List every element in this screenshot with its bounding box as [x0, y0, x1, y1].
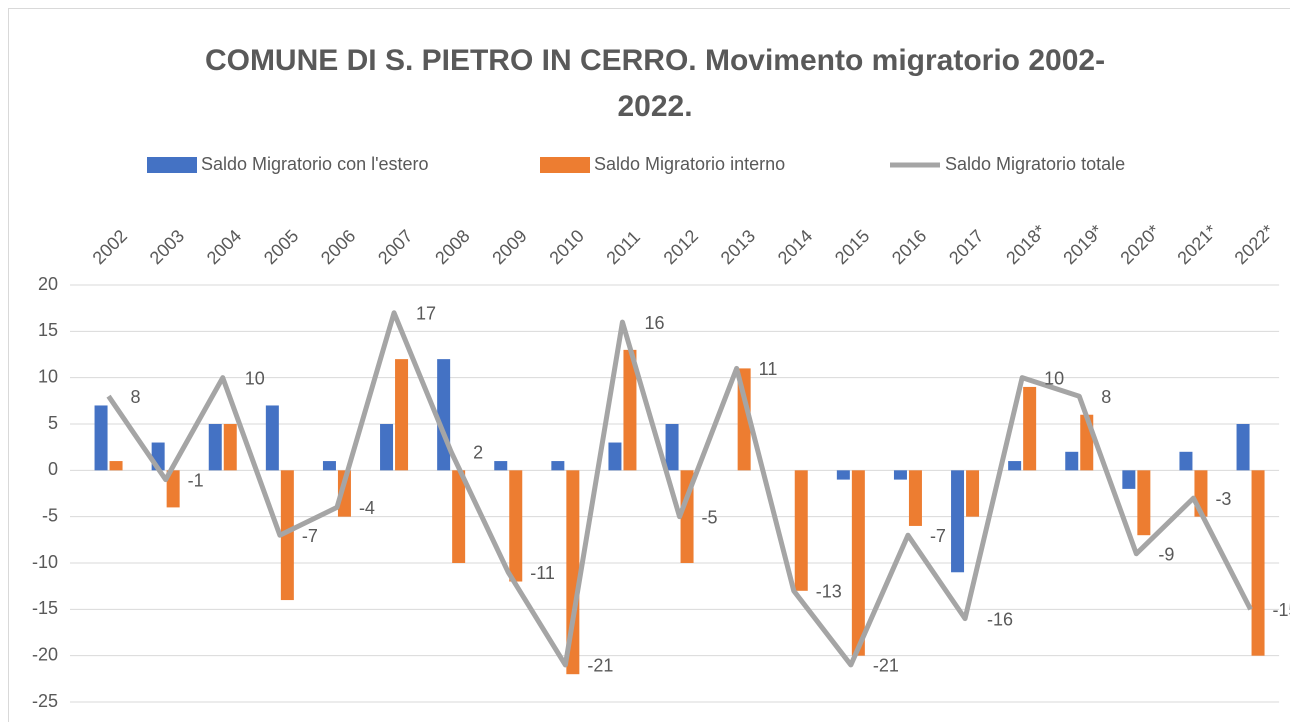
x-tick-label: 2021*	[1173, 221, 1220, 268]
data-label: -3	[1215, 489, 1231, 509]
bar	[908, 470, 922, 526]
bar	[966, 470, 980, 517]
bar	[509, 470, 523, 582]
bar	[623, 349, 637, 471]
chart-frame	[8, 8, 1290, 722]
x-tick-label: 2010	[545, 226, 587, 268]
bar	[208, 424, 222, 471]
bar	[437, 359, 451, 471]
x-tick-label: 2002	[89, 226, 131, 268]
bar	[1137, 470, 1151, 536]
data-label: -15	[1273, 600, 1290, 620]
data-label: -21	[873, 656, 899, 676]
bar	[494, 461, 508, 471]
bar	[322, 461, 336, 471]
bar	[1008, 461, 1022, 471]
bar	[94, 405, 108, 471]
x-tick-label: 2007	[374, 226, 416, 268]
bar	[1179, 451, 1193, 471]
legend-swatch	[540, 157, 590, 173]
x-tick-label: 2008	[431, 226, 473, 268]
x-tick-label: 2018*	[1002, 221, 1049, 268]
bar	[893, 470, 907, 480]
y-tick-label: -5	[42, 505, 58, 525]
data-label: -7	[302, 526, 318, 546]
data-label: -1	[188, 470, 204, 490]
line	[106, 310, 1253, 668]
data-label: 2	[473, 443, 483, 463]
data-label: 10	[245, 368, 265, 388]
data-label: -21	[587, 656, 613, 676]
bar	[223, 424, 237, 471]
x-tick-label: 2017	[945, 226, 987, 268]
bar	[395, 359, 409, 471]
x-tick-label: 2004	[203, 226, 245, 268]
x-tick-label: 2022*	[1231, 221, 1278, 268]
data-label: -4	[359, 498, 375, 518]
y-tick-label: -15	[32, 598, 58, 618]
bar	[337, 470, 351, 517]
x-tick-label: 2016	[888, 226, 930, 268]
legend-label: Saldo Migratorio totale	[945, 154, 1125, 174]
data-label: 16	[644, 313, 664, 333]
x-tick-label: 2013	[717, 226, 759, 268]
bar	[280, 470, 294, 601]
bar	[452, 470, 466, 563]
bar	[836, 470, 850, 480]
legend-swatch	[147, 157, 197, 173]
bar	[551, 461, 565, 471]
x-tick-label: 2011	[602, 227, 644, 269]
bar	[1122, 470, 1136, 489]
x-tick-label: 2005	[260, 226, 302, 268]
bar	[109, 461, 123, 471]
data-label: 10	[1044, 368, 1064, 388]
bar	[665, 424, 679, 471]
bar	[951, 470, 965, 573]
x-tick-label: 2006	[317, 226, 359, 268]
x-tick-label: 2003	[146, 226, 188, 268]
y-tick-label: -20	[32, 644, 58, 664]
legend-label: Saldo Migratorio interno	[594, 154, 785, 174]
x-tick-label: 2009	[488, 226, 530, 268]
bar	[608, 442, 622, 471]
y-tick-label: -10	[32, 552, 58, 572]
bar	[566, 470, 580, 675]
x-tick-label: 2020*	[1116, 221, 1163, 268]
data-label: -5	[702, 507, 718, 527]
x-tick-label: 2012	[660, 226, 702, 268]
data-label: 11	[759, 359, 778, 379]
chart-title: COMUNE DI S. PIETRO IN CERRO. Movimento …	[204, 44, 1106, 123]
x-tick-label: 2014	[774, 226, 816, 268]
data-label: 17	[416, 304, 436, 324]
bar	[166, 470, 180, 508]
y-tick-label: -25	[32, 691, 58, 711]
data-label: -11	[530, 563, 555, 583]
data-label: -9	[1158, 544, 1174, 564]
legend-label: Saldo Migratorio con l'estero	[201, 154, 429, 174]
data-label: -16	[987, 609, 1013, 629]
data-label: 8	[131, 387, 141, 407]
x-tick-label: 2015	[831, 226, 873, 268]
y-tick-label: 0	[48, 459, 58, 479]
bar	[1065, 451, 1079, 471]
data-label: -13	[816, 582, 842, 602]
y-tick-label: 10	[38, 366, 58, 386]
bar	[1251, 470, 1265, 656]
data-label: 8	[1101, 387, 1111, 407]
y-tick-label: 5	[48, 413, 58, 433]
bar	[1023, 386, 1037, 471]
bar	[380, 424, 394, 471]
y-tick-label: 20	[38, 274, 58, 294]
bar	[1236, 424, 1250, 471]
bar	[265, 405, 279, 471]
y-tick-label: 15	[38, 320, 58, 340]
x-tick-label: 2019*	[1059, 221, 1106, 268]
bar	[851, 470, 865, 656]
bar	[794, 470, 808, 591]
data-label: -7	[930, 526, 946, 546]
